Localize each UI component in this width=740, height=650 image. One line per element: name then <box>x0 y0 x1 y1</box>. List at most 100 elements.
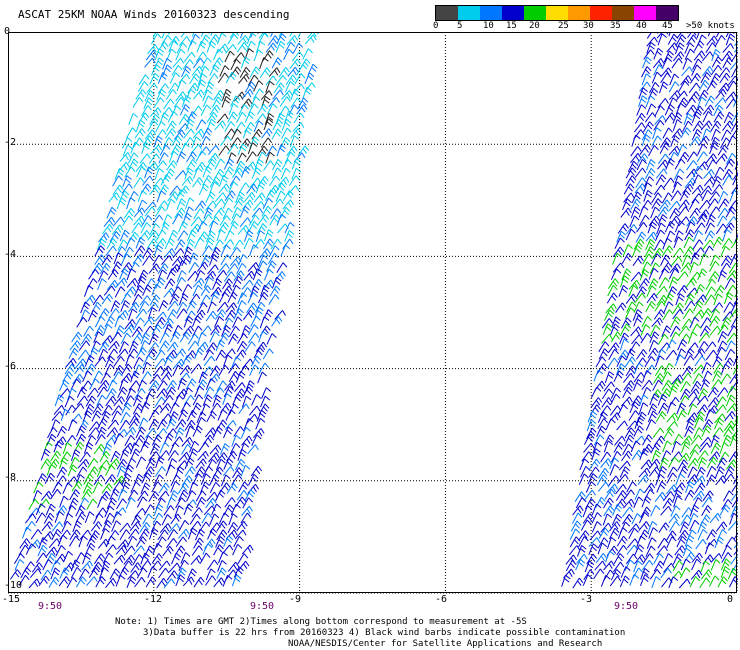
wind-barb <box>636 535 646 548</box>
wind-barb <box>678 199 690 210</box>
wind-barb <box>181 354 192 367</box>
wind-barb <box>710 442 721 454</box>
wind-barb <box>272 158 283 171</box>
wind-barb <box>145 576 157 588</box>
wind-barb <box>118 567 129 578</box>
wind-barb <box>166 268 177 280</box>
wind-barb <box>122 175 132 188</box>
wind-barb <box>700 379 711 391</box>
wind-barb <box>103 285 116 296</box>
wind-barb <box>620 275 630 288</box>
wind-barb <box>237 448 247 461</box>
wind-barb <box>143 316 155 327</box>
wind-barb <box>173 129 186 140</box>
wind-barb <box>283 48 294 61</box>
wind-barb <box>221 95 232 108</box>
wind-barb <box>192 177 204 188</box>
wind-barb <box>643 49 655 60</box>
wind-barb <box>237 292 248 305</box>
wind-barb <box>220 474 231 487</box>
wind-barb <box>722 490 734 502</box>
wind-barb <box>93 443 106 455</box>
wind-barb <box>76 466 88 478</box>
wind-barb <box>206 40 217 53</box>
wind-barb <box>121 183 133 194</box>
wind-barb <box>233 308 244 320</box>
wind-barb <box>209 444 222 455</box>
wind-barb <box>683 236 694 249</box>
wind-barb <box>28 578 41 589</box>
wind-barb <box>702 51 714 62</box>
wind-barb <box>240 464 251 477</box>
wind-barb <box>86 498 98 510</box>
wind-barb <box>96 238 107 251</box>
wind-barb <box>632 244 642 257</box>
wind-barb <box>684 348 695 360</box>
wind-barb <box>178 528 190 539</box>
wind-barb <box>174 427 185 439</box>
wind-barb <box>216 520 228 532</box>
wind-barb <box>268 67 281 78</box>
wind-barb <box>733 532 738 540</box>
wind-barb <box>664 292 674 305</box>
wind-barb <box>663 50 675 63</box>
wind-barb <box>229 442 241 455</box>
wind-barb <box>236 262 247 275</box>
wind-barb <box>625 348 636 361</box>
wind-barb <box>248 473 259 486</box>
wind-barb <box>192 325 203 337</box>
wind-barb <box>186 159 197 170</box>
wind-barb <box>583 442 595 453</box>
wind-barb <box>249 364 260 376</box>
wind-barb <box>686 412 698 423</box>
legend-swatch-40 <box>612 6 634 20</box>
wind-barb <box>684 425 695 438</box>
wind-barb <box>101 293 114 305</box>
wind-barb <box>253 201 265 211</box>
wind-barb <box>641 66 652 78</box>
legend-swatch-25 <box>546 6 568 20</box>
wind-barb <box>231 356 242 368</box>
wind-barb <box>230 137 242 148</box>
wind-barb <box>112 371 123 383</box>
wind-barb <box>638 278 650 289</box>
wind-barb <box>157 72 168 84</box>
wind-barb <box>182 59 194 70</box>
wind-barb <box>641 495 652 508</box>
wind-barb <box>211 96 223 108</box>
wind-barb <box>669 520 680 532</box>
wind-barb <box>196 79 207 92</box>
wind-barb <box>227 143 239 155</box>
wind-barb <box>674 230 684 243</box>
wind-barb <box>224 380 236 391</box>
wind-barb <box>223 458 234 470</box>
wind-barb <box>84 354 95 367</box>
note-line-1: Note: 1) Times are GMT 2)Times along bot… <box>115 617 527 627</box>
wind-barb <box>659 199 671 210</box>
wind-barb <box>719 72 731 84</box>
wind-barb <box>216 529 228 541</box>
wind-barb <box>619 575 630 588</box>
wind-barb <box>575 558 586 571</box>
wind-barb <box>697 450 709 461</box>
wind-barb <box>265 80 275 93</box>
wind-barb <box>734 415 738 423</box>
wind-barb <box>203 355 216 367</box>
wind-barb <box>692 58 703 70</box>
wind-barb <box>260 284 270 297</box>
wind-barb <box>148 451 160 462</box>
wind-barb <box>133 215 145 226</box>
wind-barb <box>675 293 685 306</box>
wind-barb <box>638 95 648 108</box>
wind-barb <box>244 48 254 60</box>
wind-barb <box>708 271 720 282</box>
wind-barb <box>602 497 614 509</box>
wind-barb <box>71 480 83 492</box>
wind-barb <box>711 56 723 68</box>
wind-barb <box>169 185 181 196</box>
wind-barb <box>196 379 208 391</box>
wind-barb <box>147 120 159 132</box>
wind-barb <box>125 497 136 509</box>
wind-barb <box>218 145 230 156</box>
wind-barb <box>106 206 117 219</box>
